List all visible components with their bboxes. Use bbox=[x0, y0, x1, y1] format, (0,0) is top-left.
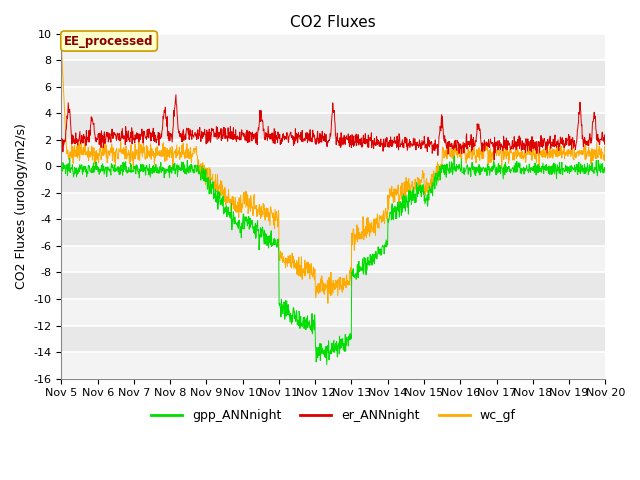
Bar bbox=[61, 299, 605, 325]
gpp_ANNnight bbox=[490, 167, 497, 172]
wc_gf bbox=[179, 152, 186, 157]
wc_gf bbox=[602, 148, 609, 154]
Text: EE_processed: EE_processed bbox=[64, 35, 154, 48]
Bar bbox=[61, 246, 605, 273]
wc_gf bbox=[537, 150, 545, 156]
er_ANNnight bbox=[538, 144, 545, 149]
gpp_ANNnight bbox=[323, 362, 331, 368]
gpp_ANNnight bbox=[179, 167, 186, 172]
er_ANNnight bbox=[172, 92, 180, 97]
Bar bbox=[61, 352, 605, 379]
gpp_ANNnight bbox=[451, 153, 458, 159]
gpp_ANNnight bbox=[165, 170, 173, 176]
er_ANNnight bbox=[58, 136, 65, 142]
Title: CO2 Fluxes: CO2 Fluxes bbox=[291, 15, 376, 30]
er_ANNnight bbox=[489, 144, 497, 149]
Line: wc_gf: wc_gf bbox=[61, 47, 605, 303]
Line: gpp_ANNnight: gpp_ANNnight bbox=[61, 156, 605, 365]
er_ANNnight bbox=[240, 133, 248, 139]
Bar bbox=[61, 87, 605, 113]
wc_gf bbox=[489, 155, 497, 160]
er_ANNnight bbox=[602, 135, 609, 141]
wc_gf bbox=[239, 192, 247, 198]
wc_gf bbox=[324, 300, 332, 306]
gpp_ANNnight bbox=[538, 169, 545, 175]
Bar bbox=[61, 34, 605, 60]
wc_gf bbox=[165, 147, 173, 153]
Bar bbox=[61, 193, 605, 219]
gpp_ANNnight bbox=[239, 211, 247, 217]
wc_gf bbox=[58, 44, 65, 50]
er_ANNnight bbox=[418, 137, 426, 143]
gpp_ANNnight bbox=[418, 187, 426, 193]
Legend: gpp_ANNnight, er_ANNnight, wc_gf: gpp_ANNnight, er_ANNnight, wc_gf bbox=[146, 404, 521, 427]
er_ANNnight bbox=[165, 138, 173, 144]
Bar bbox=[61, 140, 605, 167]
Y-axis label: CO2 Fluxes (urology/m2/s): CO2 Fluxes (urology/m2/s) bbox=[15, 123, 28, 289]
gpp_ANNnight bbox=[58, 167, 65, 173]
er_ANNnight bbox=[179, 129, 187, 134]
gpp_ANNnight bbox=[602, 168, 609, 174]
er_ANNnight bbox=[490, 157, 498, 163]
Line: er_ANNnight: er_ANNnight bbox=[61, 95, 605, 160]
wc_gf bbox=[418, 175, 426, 181]
